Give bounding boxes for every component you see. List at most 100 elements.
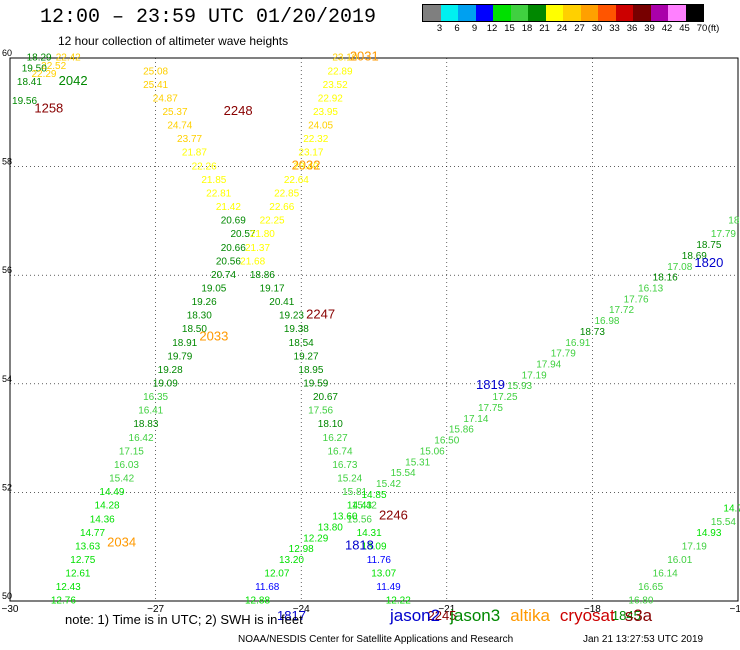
color-scale-label: 45	[679, 23, 690, 34]
wave-height-value: 13.07	[371, 569, 396, 580]
wave-height-value: 19.17	[260, 283, 285, 294]
wave-height-value: 17.76	[624, 294, 649, 305]
wave-height-value: 19.05	[201, 283, 226, 294]
wave-height-value: 16.14	[653, 569, 678, 580]
lat-tick-label: 50	[2, 591, 12, 601]
wave-height-value: 24.74	[167, 121, 192, 132]
wave-height-value: 23.10	[332, 53, 357, 64]
wave-height-value: 20.74	[211, 270, 236, 281]
wave-height-value: 19.79	[167, 351, 192, 362]
wave-height-value: 21.87	[182, 148, 207, 159]
color-scale-cell	[685, 5, 703, 21]
color-scale-label: 42	[661, 23, 673, 34]
color-scale-legend: 3 6 9 12 15 18 21 24 27 30 33 36 39 42 45 70 (ft)	[422, 4, 719, 36]
wave-height-value: 21.42	[216, 202, 241, 213]
wave-height-value: 22.92	[318, 93, 343, 104]
wave-height-value: 11.49	[376, 582, 401, 593]
color-scale-label: 70	[696, 23, 708, 34]
page-subtitle: 12 hour collection of altimeter wave hei…	[58, 34, 289, 48]
pass-time-label: 1819	[476, 377, 505, 392]
footer-note: note: 1) Time is in UTC; 2) SWH is in fe…	[65, 612, 303, 627]
lon-tick-label: −24	[293, 604, 310, 615]
wave-height-value: 12.29	[303, 533, 328, 544]
wave-height-value: 12.61	[65, 569, 90, 580]
wave-height-value: 18.83	[133, 419, 158, 430]
footer-timestamp: Jan 21 13:27:53 UTC 2019	[583, 634, 704, 645]
wave-height-value: 16.73	[332, 460, 357, 471]
wave-height-value: 14.7	[723, 503, 740, 514]
wave-height-value: 17.25	[493, 392, 518, 403]
wave-height-value: 22.81	[206, 188, 231, 199]
wave-height-value: 15.31	[405, 457, 430, 468]
wave-height-value: 19.23	[279, 311, 304, 322]
page-title: 12:00 – 23:59 UTC 01/20/2019	[40, 6, 377, 29]
wave-height-value: 17.14	[463, 414, 488, 425]
wave-height-value: 19.09	[153, 379, 178, 390]
color-scale-cell	[423, 5, 441, 21]
wave-height-value: 16.42	[129, 433, 154, 444]
wave-height-value: 12.76	[51, 596, 76, 607]
lon-tick-label: −21	[438, 604, 455, 615]
color-scale-label: 15	[504, 23, 515, 34]
wave-height-value: 17.75	[478, 403, 503, 414]
wave-height-value: 18.30	[187, 311, 212, 322]
wave-height-value: 16.98	[594, 316, 619, 327]
wave-height-value: 22.52	[41, 61, 66, 72]
wave-height-value: 23.95	[313, 107, 338, 118]
wave-height-value: 22.26	[192, 161, 217, 172]
wave-height-value: 15.56	[347, 514, 372, 525]
wave-height-value: 18.41	[17, 77, 42, 88]
pass-time-label: 2034	[107, 535, 136, 550]
pass-time-label: 1258	[34, 100, 63, 115]
wave-height-value: 19.50	[22, 64, 47, 75]
wave-height-value: 16.13	[638, 283, 663, 294]
map-frame	[9, 57, 739, 602]
color-scale-label: 36	[626, 23, 638, 34]
wave-height-value: 20.57	[230, 229, 255, 240]
wave-height-value: 19.56	[12, 96, 37, 107]
wave-height-value: 17.94	[536, 360, 561, 371]
lon-tick-label: −18	[584, 604, 601, 615]
wave-height-value: 14.28	[95, 501, 120, 512]
wave-height-value: 23.40	[294, 161, 319, 172]
wave-height-value: 18.16	[653, 273, 678, 284]
wave-height-value: 16.03	[114, 460, 139, 471]
wave-height-value: 18.73	[580, 327, 605, 338]
lat-tick-label: 60	[2, 48, 12, 58]
wave-height-value: 16.01	[667, 555, 692, 566]
wave-height-value: 20.41	[269, 297, 294, 308]
wave-height-value: 21.68	[240, 256, 265, 267]
color-scale-cell	[510, 5, 528, 21]
wave-height-value: 18.29	[27, 53, 52, 64]
wave-height-value: 11.76	[367, 555, 392, 566]
color-scale-cell	[650, 5, 668, 21]
wave-height-value: 21.80	[250, 229, 275, 240]
color-scale-cell	[458, 5, 476, 21]
pass-time-label: 2033	[199, 328, 228, 343]
wave-height-value: 16.50	[434, 436, 459, 447]
pass-time-label: 2032	[292, 157, 321, 172]
wave-height-value: 18.91	[172, 338, 197, 349]
wave-height-value: 19.59	[303, 379, 328, 390]
wave-height-value: 20.66	[221, 243, 246, 254]
legend-item-s3a: s3a	[624, 606, 653, 625]
wave-height-value: 19.28	[158, 365, 183, 376]
color-scale-label: (ft)	[707, 23, 720, 34]
wave-height-value: 12.88	[245, 596, 270, 607]
wave-height-value: 19.27	[294, 351, 319, 362]
wave-height-value: 16.91	[565, 338, 590, 349]
wave-height-value: 12.75	[70, 555, 95, 566]
color-scale-cell	[598, 5, 616, 21]
wave-height-value: 17.15	[119, 446, 144, 457]
wave-height-value: 25.08	[143, 66, 168, 77]
wave-height-value: 22.64	[284, 175, 309, 186]
wave-height-value: 18.95	[298, 365, 323, 376]
wave-height-value: 25.37	[162, 107, 187, 118]
wave-height-value: 17.19	[522, 370, 547, 381]
legend-item-altika: altika	[510, 606, 550, 625]
color-scale-label: 12	[486, 23, 498, 34]
wave-height-value: 16.80	[628, 596, 653, 607]
wave-height-value: 18.69	[682, 251, 707, 262]
wave-height-value: 13.09	[361, 541, 386, 552]
wave-height-value: 17.72	[609, 305, 634, 316]
